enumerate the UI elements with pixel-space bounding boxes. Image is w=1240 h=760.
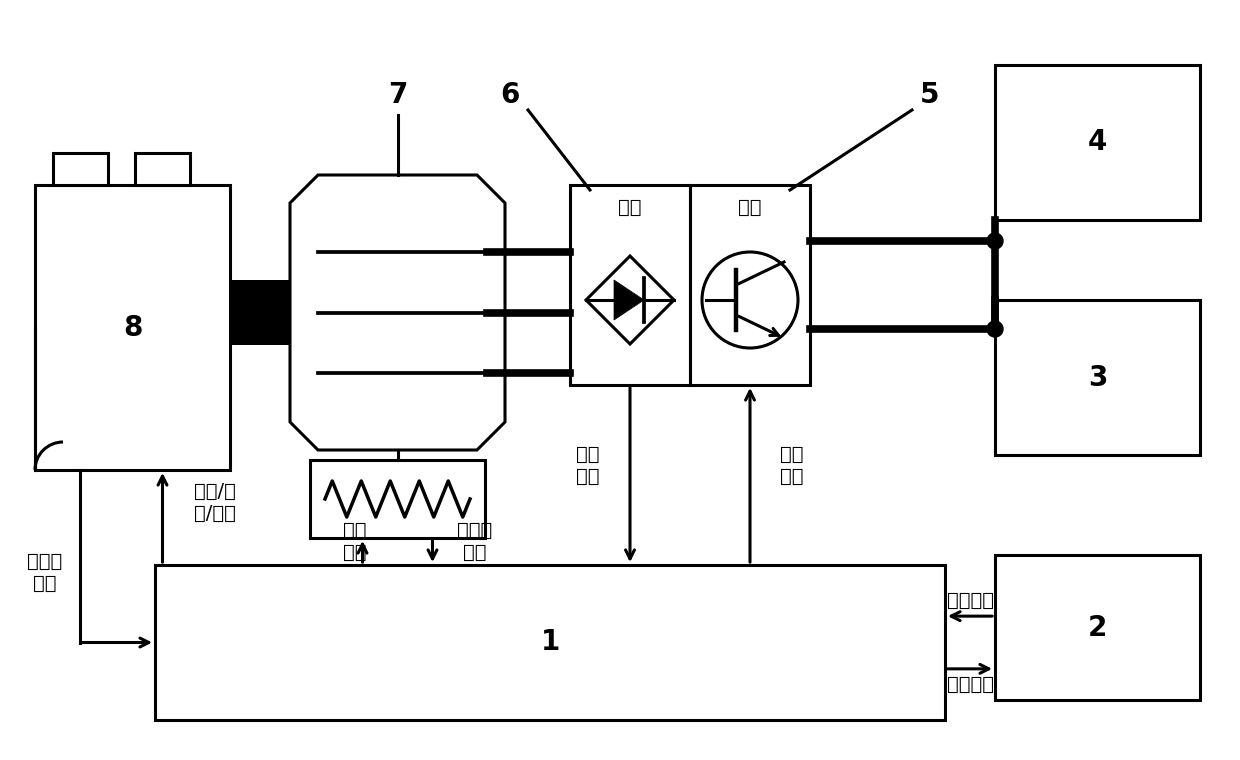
Bar (35, 185, 229, 470)
Circle shape (987, 233, 1003, 249)
Text: 2: 2 (1087, 613, 1107, 641)
Text: 控制指令: 控制指令 (946, 591, 993, 610)
Text: 励磁
电流: 励磁 电流 (342, 521, 366, 562)
Circle shape (987, 321, 1003, 337)
Bar (570, 185, 689, 385)
Text: 5: 5 (920, 81, 940, 109)
Circle shape (702, 252, 799, 348)
Text: 1: 1 (541, 629, 559, 657)
Bar (994, 65, 1200, 220)
Polygon shape (587, 256, 675, 344)
Bar (310, 460, 485, 538)
Text: 发电机
状态: 发电机 状态 (456, 521, 492, 562)
Bar (994, 300, 1200, 455)
Bar (155, 565, 945, 720)
Text: 进气/噴
油/点火: 进气/噴 油/点火 (193, 482, 236, 523)
Bar (53, 153, 108, 185)
Text: 6: 6 (500, 81, 520, 109)
Text: 4: 4 (1087, 128, 1107, 157)
Polygon shape (290, 175, 505, 450)
Bar (135, 153, 190, 185)
Bar (229, 280, 290, 345)
Bar (994, 555, 1200, 700)
Text: 整流: 整流 (619, 198, 642, 217)
Text: 状态反馈: 状态反馈 (946, 676, 993, 695)
Text: 逆变: 逆变 (738, 198, 761, 217)
Text: 3: 3 (1087, 363, 1107, 391)
Text: 内燃机
状态: 内燃机 状态 (27, 552, 63, 593)
Bar (689, 185, 810, 385)
Text: 输出
功率: 输出 功率 (577, 445, 600, 486)
Text: 7: 7 (388, 81, 407, 109)
Text: 8: 8 (123, 313, 143, 341)
Text: 逆变
控制: 逆变 控制 (780, 445, 804, 486)
Polygon shape (614, 280, 644, 320)
